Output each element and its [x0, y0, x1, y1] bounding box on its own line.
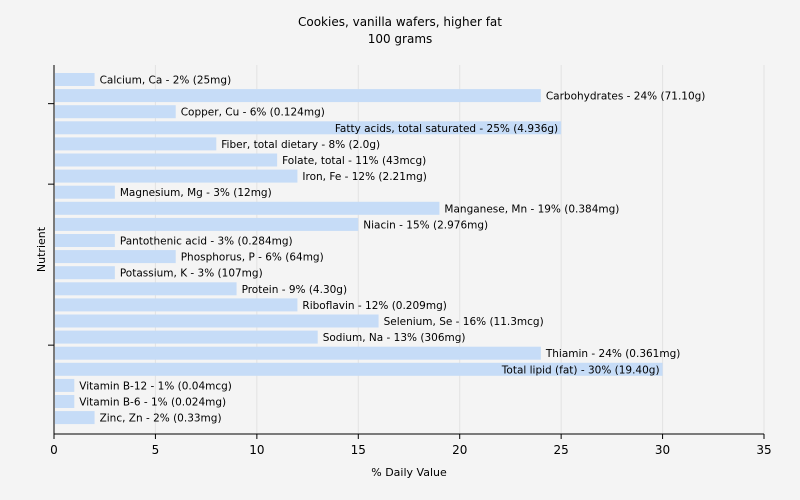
bar-label: Phosphorus, P - 6% (64mg) — [181, 252, 324, 264]
bar — [55, 105, 176, 119]
bar — [55, 298, 298, 312]
bars: Calcium, Ca - 2% (25mg) Carbohydrates - 2… — [55, 73, 705, 425]
bar-label: Copper, Cu - 6% (0.124mg) — [181, 107, 325, 119]
bar-label: Sodium, Na - 13% (306mg) — [323, 332, 466, 344]
bar-label: Potassium, K - 3% (107mg) — [120, 268, 263, 280]
bar — [55, 314, 379, 328]
bar-label: Thiamin - 24% (0.361mg) — [545, 348, 681, 360]
bar — [55, 137, 217, 151]
bar-label: Fatty acids, total saturated - 25% (4.93… — [335, 123, 558, 135]
bar — [55, 346, 541, 360]
bar-label: Calcium, Ca - 2% (25mg) — [100, 75, 232, 87]
bar-label: Niacin - 15% (2.976mg) — [363, 219, 488, 231]
bar-label: Manganese, Mn - 19% (0.384mg) — [444, 203, 619, 215]
bar — [55, 201, 440, 215]
bar-label: Total lipid (fat) - 30% (19.40g) — [501, 364, 660, 376]
bar-label: Magnesium, Mg - 3% (12mg) — [120, 187, 272, 199]
bar — [55, 411, 95, 425]
bar — [55, 169, 298, 183]
grid-lines — [154, 65, 765, 434]
bar-label: Carbohydrates - 24% (71.10g) — [546, 91, 706, 103]
bar — [55, 185, 115, 199]
bar — [55, 282, 237, 296]
bar-label: Vitamin B-6 - 1% (0.024mg) — [79, 397, 226, 409]
bar — [55, 266, 115, 280]
bar-label: Selenium, Se - 16% (11.3mcg) — [384, 316, 544, 328]
bar — [55, 73, 95, 86]
axes: 0 5 10 15 20 25 30 35 — [48, 65, 772, 457]
bar-label: Iron, Fe - 12% (2.21mg) — [302, 171, 426, 183]
x-tick-label: 25 — [554, 443, 569, 457]
x-axis-title: % Daily Value — [371, 466, 447, 479]
x-tick-label: 30 — [655, 443, 670, 457]
x-tick-label: 15 — [351, 443, 366, 457]
bar-label: Riboflavin - 12% (0.209mg) — [302, 300, 446, 312]
y-axis-title: Nutrient — [35, 226, 48, 272]
bar — [55, 250, 176, 264]
bar — [55, 153, 278, 167]
x-tick-label: 20 — [452, 443, 467, 457]
bar-label: Folate, total - 11% (43mcg) — [282, 155, 426, 167]
bar-label: Zinc, Zn - 2% (0.33mg) — [100, 413, 222, 425]
bar — [55, 378, 75, 392]
bar — [55, 395, 75, 408]
x-tick-label: 0 — [50, 443, 58, 457]
bar-label: Protein - 9% (4.30g) — [242, 284, 348, 296]
bar-label: Pantothenic acid - 3% (0.284mg) — [120, 236, 293, 248]
bar — [55, 89, 541, 103]
bar — [55, 330, 318, 344]
bar — [55, 362, 663, 376]
x-tick-label: 5 — [152, 443, 160, 457]
bar — [55, 234, 115, 247]
chart-subtitle: 100 grams — [367, 32, 433, 46]
bar-label: Fiber, total dietary - 8% (2.0g) — [221, 139, 380, 151]
bar — [55, 121, 562, 135]
bar-label: Vitamin B-12 - 1% (0.04mcg) — [79, 380, 232, 392]
chart-title: Cookies, vanilla wafers, higher fat — [297, 15, 502, 29]
bar — [55, 217, 359, 231]
x-tick-label: 10 — [249, 443, 264, 457]
x-tick-label: 35 — [756, 443, 771, 457]
